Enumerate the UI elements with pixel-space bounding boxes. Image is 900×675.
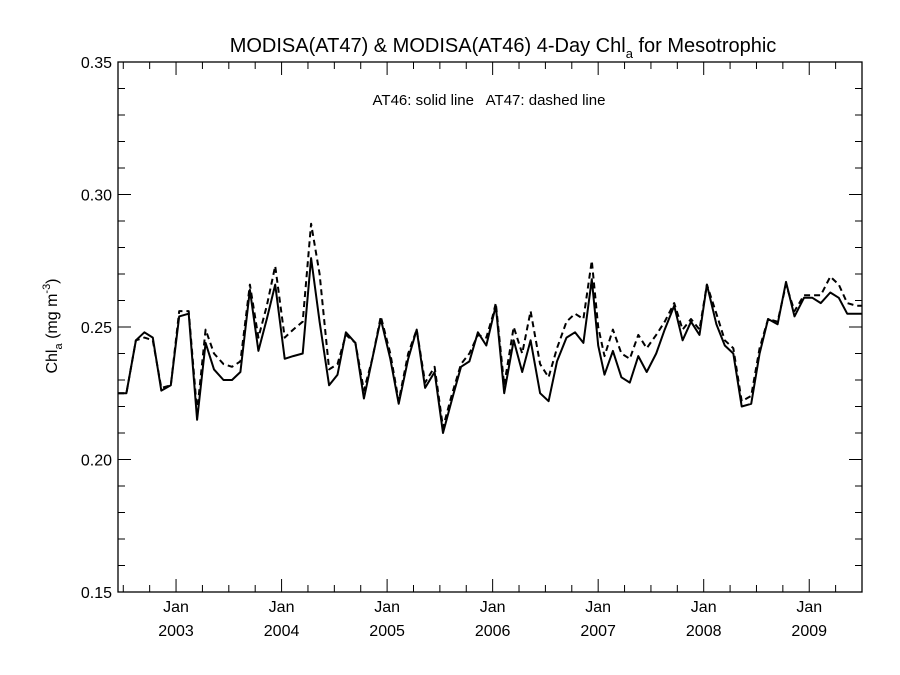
axis-ticks: 0.15 0.20 0.25 0.30 0.35 Jan 2003 Jan 2004 Jan 200…: [81, 55, 863, 640]
x-tick-year-label: 2006: [475, 623, 511, 640]
y-tick-label: 0.20: [81, 453, 112, 470]
x-tick-year-label: 2007: [580, 623, 616, 640]
x-tick-month-label: Jan: [163, 599, 189, 616]
y-axis-label: Chla (mg m-3): [41, 278, 65, 373]
line-style-annotation: AT46: solid line AT47: dashed line: [373, 92, 606, 109]
y-tick-label: 0.35: [81, 55, 112, 72]
plot-series: [118, 222, 862, 434]
x-tick-month-label: Jan: [585, 599, 611, 616]
y-tick-label: 0.30: [81, 188, 112, 205]
chart-title: MODISA(AT47) & MODISA(AT46) 4-Day Chla f…: [230, 35, 777, 61]
x-tick-year-label: 2009: [791, 623, 827, 640]
x-tick-year-label: 2004: [264, 623, 300, 640]
x-tick-month-label: Jan: [796, 599, 822, 616]
x-tick-year-label: 2008: [686, 623, 722, 640]
x-tick-year-label: 2003: [158, 623, 194, 640]
y-tick-label: 0.15: [81, 585, 112, 602]
x-tick-month-label: Jan: [374, 599, 400, 616]
x-tick-year-label: 2005: [369, 623, 405, 640]
series-line-at47: [118, 222, 862, 429]
x-tick-month-label: Jan: [480, 599, 506, 616]
plot-frame: [117, 61, 863, 593]
x-tick-month-label: Jan: [269, 599, 295, 616]
y-tick-label: 0.25: [81, 320, 112, 337]
x-tick-month-label: Jan: [691, 599, 717, 616]
